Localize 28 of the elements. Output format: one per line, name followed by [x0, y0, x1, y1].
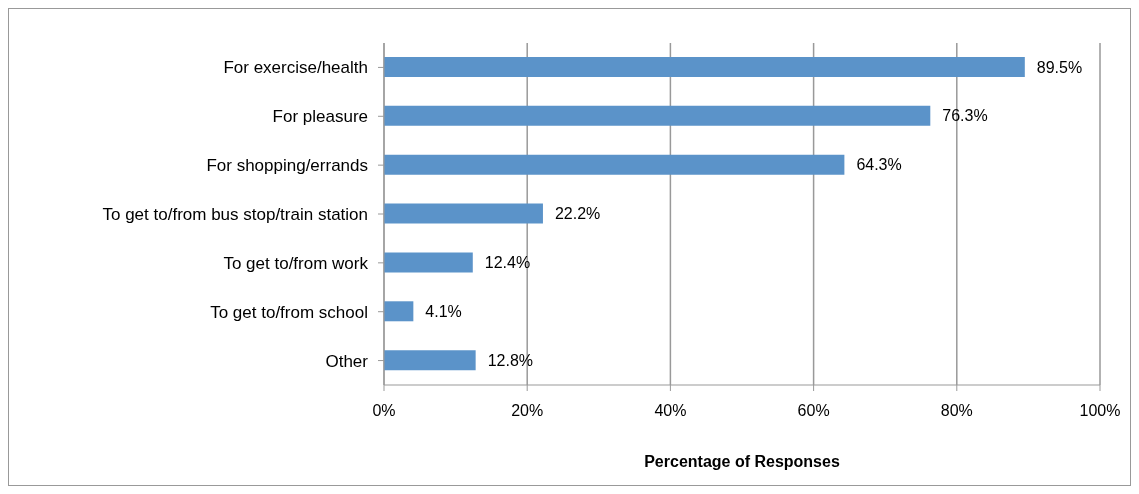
x-tick-label: 20%	[511, 402, 544, 420]
y-tick-label: To get to/from bus stop/train station	[102, 205, 368, 225]
bar	[384, 301, 414, 322]
data-label: 22.2%	[554, 205, 601, 223]
data-label: 89.5%	[1036, 58, 1083, 76]
y-tick-label: For pleasure	[272, 107, 368, 127]
bar	[384, 57, 1025, 77]
data-label: 12.8%	[487, 351, 534, 369]
bar	[384, 105, 931, 126]
x-tick-label: 80%	[940, 402, 973, 420]
bar	[384, 203, 543, 224]
bar	[384, 252, 473, 273]
y-tick-label: To get to/from school	[210, 302, 368, 322]
x-tick-label: 40%	[654, 402, 687, 420]
bar	[384, 350, 476, 371]
x-axis-title: Percentage of Responses	[644, 453, 840, 470]
y-tick-label: Other	[325, 351, 369, 371]
y-tick-label: For exercise/health	[223, 58, 368, 78]
y-tick-label: For shopping/errands	[206, 156, 368, 176]
x-tick-label: 60%	[797, 402, 830, 420]
y-tick-label: To get to/from work	[223, 253, 369, 273]
data-label: 12.4%	[484, 253, 531, 271]
x-tick-label: 100%	[1079, 402, 1121, 420]
data-label: 76.3%	[942, 107, 988, 125]
x-tick-label: 0%	[372, 402, 396, 420]
data-label: 4.1%	[425, 302, 462, 320]
data-label: 64.3%	[856, 156, 902, 174]
bar	[384, 154, 845, 175]
